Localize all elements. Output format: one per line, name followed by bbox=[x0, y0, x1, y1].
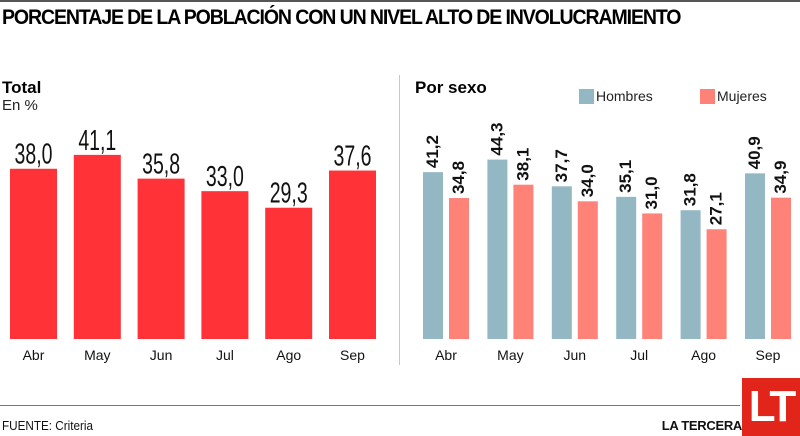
mujeres-value-label: 34,8 bbox=[449, 161, 468, 194]
hombres-bar-jun bbox=[551, 186, 572, 339]
x-tick-label: Jul bbox=[630, 347, 648, 363]
x-tick-label: Jun bbox=[150, 347, 173, 363]
hombres-bar-may bbox=[487, 159, 508, 339]
legend-hombres: Hombres bbox=[579, 88, 653, 104]
mujeres-value-label: 27,1 bbox=[707, 192, 726, 225]
hombres-value-label: 41,2 bbox=[423, 135, 442, 168]
legend-swatch-mujeres bbox=[700, 88, 715, 104]
total-bar-jun bbox=[137, 178, 185, 339]
total-bar-sep bbox=[329, 170, 376, 339]
mujeres-bar-abr bbox=[449, 198, 469, 339]
mujeres-value-label: 34,0 bbox=[578, 164, 597, 197]
top-rule bbox=[0, 0, 800, 2]
total-bar-abr bbox=[10, 168, 57, 339]
total-bar-may bbox=[73, 154, 121, 339]
total-bar-jul bbox=[201, 191, 249, 339]
hombres-value-label: 37,7 bbox=[552, 149, 571, 182]
legend-label-mujeres: Mujeres bbox=[717, 88, 767, 104]
hombres-bar-abr bbox=[423, 172, 443, 339]
total-value-label: 29,3 bbox=[270, 178, 308, 210]
hombres-value-label: 40,9 bbox=[745, 136, 764, 169]
footer-rule bbox=[0, 405, 740, 406]
x-tick-label: Ago bbox=[691, 347, 716, 363]
legend-label-hombres: Hombres bbox=[596, 88, 653, 104]
total-panel-subtitle: En % bbox=[2, 97, 38, 114]
mujeres-bar-jun bbox=[577, 201, 598, 339]
hombres-value-label: 35,1 bbox=[616, 160, 635, 193]
hombres-value-label: 44,3 bbox=[487, 122, 506, 155]
total-value-label: 37,6 bbox=[334, 141, 372, 173]
panel-divider bbox=[399, 75, 400, 365]
hombres-bar-jul bbox=[616, 196, 637, 339]
x-tick-label: Abr bbox=[435, 347, 457, 363]
x-tick-label: May bbox=[497, 347, 523, 363]
sex-panel-title: Por sexo bbox=[415, 78, 487, 97]
x-tick-label: Jul bbox=[216, 347, 234, 363]
hombres-bar-sep bbox=[745, 173, 765, 339]
x-tick-label: Sep bbox=[340, 347, 365, 363]
total-value-label: 41,1 bbox=[78, 125, 116, 157]
legend-mujeres: Mujeres bbox=[700, 88, 767, 104]
total-value-label: 33,0 bbox=[206, 162, 244, 194]
total-bar-ago bbox=[265, 207, 313, 339]
x-tick-label: May bbox=[84, 347, 110, 363]
x-tick-label: Jun bbox=[564, 347, 587, 363]
total-value-label: 35,8 bbox=[142, 149, 180, 181]
mujeres-value-label: 38,1 bbox=[513, 148, 532, 181]
mujeres-value-label: 34,9 bbox=[771, 161, 790, 194]
x-tick-label: Ago bbox=[276, 347, 301, 363]
mujeres-bar-sep bbox=[771, 197, 791, 339]
total-panel-title: Total bbox=[2, 78, 42, 97]
x-tick-label: Abr bbox=[23, 347, 45, 363]
legend-swatch-hombres bbox=[579, 88, 594, 104]
hombres-bar-ago bbox=[680, 210, 701, 339]
mujeres-bar-jul bbox=[642, 213, 663, 339]
source-note: FUENTE: Criteria bbox=[2, 418, 94, 433]
chart-title: PORCENTAJE DE LA POBLACIÓN CON UN NIVEL … bbox=[2, 6, 682, 29]
mujeres-bar-ago bbox=[706, 229, 727, 339]
hombres-value-label: 31,8 bbox=[681, 173, 700, 206]
brand-name: LA TERCERA bbox=[661, 418, 743, 433]
bar-charts: 38,0 Abr 41,1 May 35,8 Jun 33,0 Jul 29,3 Ago 37,6 S… bbox=[10, 122, 791, 363]
mujeres-bar-may bbox=[513, 184, 534, 339]
la-tercera-logo: LT bbox=[742, 378, 800, 436]
mujeres-value-label: 31,0 bbox=[642, 176, 661, 209]
total-value-label: 38,0 bbox=[15, 139, 53, 171]
x-tick-label: Sep bbox=[756, 347, 781, 363]
